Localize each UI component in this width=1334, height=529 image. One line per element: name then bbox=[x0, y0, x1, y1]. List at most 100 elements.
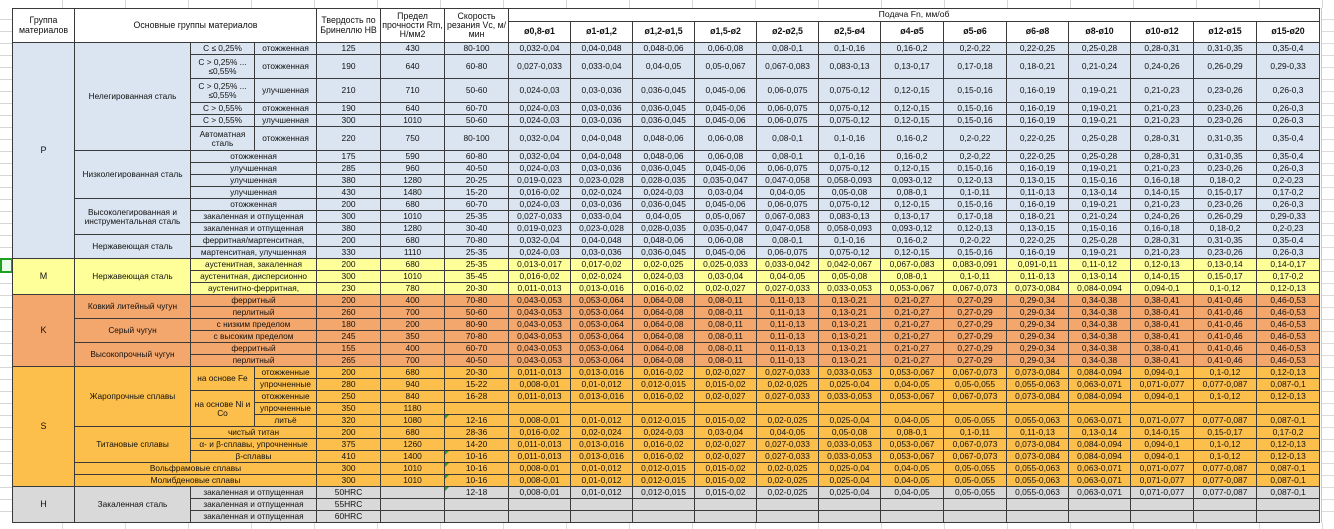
feed-cell[interactable]: 0,15-0,16 bbox=[943, 198, 1008, 211]
feed-cell[interactable]: 0,29-0,33 bbox=[1256, 210, 1321, 223]
feed-cell[interactable]: 0,16-0,2 bbox=[880, 150, 945, 163]
feed-cell[interactable]: 0,17-0,18 bbox=[943, 54, 1008, 79]
speed-cell[interactable] bbox=[444, 498, 510, 511]
material-attr-cell[interactable]: C ≤ 0,25% bbox=[190, 42, 255, 55]
feed-cell[interactable]: 0,29-0,34 bbox=[1006, 354, 1070, 367]
feed-cell[interactable]: 0,01-0,012 bbox=[570, 414, 634, 427]
feed-cell[interactable]: 0,012-0,015 bbox=[632, 378, 696, 391]
speed-cell[interactable]: 60-80 bbox=[444, 54, 510, 79]
speed-cell[interactable]: 12-16 bbox=[444, 414, 510, 427]
feed-cell[interactable]: 0,41-0,46 bbox=[1193, 354, 1258, 367]
feed-cell[interactable]: 0,053-0,067 bbox=[880, 390, 945, 403]
hardness-cell[interactable]: 410 bbox=[316, 450, 382, 463]
strength-cell[interactable]: 1010 bbox=[380, 462, 446, 475]
feed-cell[interactable]: 0,083-0,091 bbox=[943, 258, 1008, 271]
feed-cell[interactable] bbox=[570, 498, 634, 511]
feed-cell[interactable] bbox=[694, 498, 758, 511]
hardness-cell[interactable]: 220 bbox=[316, 126, 382, 151]
feed-cell[interactable] bbox=[508, 402, 572, 415]
strength-cell[interactable]: 1260 bbox=[380, 438, 446, 451]
feed-cell[interactable]: 0,08-0,1 bbox=[756, 42, 820, 55]
speed-cell[interactable]: 25-35 bbox=[444, 246, 510, 259]
feed-cell[interactable]: 0,043-0,053 bbox=[508, 342, 572, 355]
feed-cell[interactable]: 0,12-0,13 bbox=[1256, 438, 1321, 451]
feed-cell[interactable]: 0,46-0,53 bbox=[1256, 354, 1321, 367]
feed-cell[interactable]: 0,043-0,053 bbox=[508, 330, 572, 343]
feed-cell[interactable]: 0,073-0,084 bbox=[1006, 390, 1070, 403]
strength-cell[interactable]: 1110 bbox=[380, 246, 446, 259]
feed-cell[interactable]: 0,38-0,41 bbox=[1130, 306, 1195, 319]
feed-cell[interactable]: 0,02-0,025 bbox=[632, 258, 696, 271]
feed-cell[interactable]: 0,016-0,02 bbox=[632, 450, 696, 463]
feed-cell[interactable]: 0,013-0,016 bbox=[570, 438, 634, 451]
speed-cell[interactable]: 15-20 bbox=[444, 186, 510, 199]
feed-cell[interactable]: 0,05-0,055 bbox=[943, 378, 1008, 391]
feed-cell[interactable]: 0,094-0,1 bbox=[1130, 450, 1195, 463]
feed-cell[interactable]: 0,12-0,15 bbox=[880, 162, 945, 175]
strength-cell[interactable]: 680 bbox=[380, 198, 446, 211]
feed-cell[interactable]: 0,084-0,094 bbox=[1068, 450, 1132, 463]
feed-cell[interactable]: 0,12-0,13 bbox=[943, 222, 1008, 235]
feed-cell[interactable]: 0,13-0,14 bbox=[1068, 186, 1132, 199]
feed-cell[interactable]: 0,05-0,055 bbox=[943, 474, 1008, 487]
feed-cell[interactable]: 0,055-0,063 bbox=[1006, 378, 1070, 391]
feed-cell[interactable]: 0,083-0,13 bbox=[818, 210, 882, 223]
feed-cell[interactable]: 0,23-0,26 bbox=[1193, 102, 1258, 115]
feed-cell[interactable]: 0,2-0,22 bbox=[943, 150, 1008, 163]
feed-cell[interactable]: 0,013-0,016 bbox=[570, 450, 634, 463]
feed-cell[interactable]: 0,028-0,035 bbox=[632, 174, 696, 187]
feed-cell[interactable]: 0,08-0,11 bbox=[694, 306, 758, 319]
feed-cell[interactable]: 0,036-0,045 bbox=[632, 102, 696, 115]
feed-cell[interactable]: 0,06-0,075 bbox=[756, 102, 820, 115]
feed-cell[interactable]: 0,21-0,23 bbox=[1130, 198, 1195, 211]
feed-cell[interactable]: 0,02-0,027 bbox=[694, 366, 758, 379]
feed-cell[interactable]: 0,11-0,13 bbox=[1006, 270, 1070, 283]
feed-cell[interactable]: 0,011-0,013 bbox=[508, 438, 572, 451]
feed-cell[interactable]: 0,012-0,015 bbox=[632, 414, 696, 427]
feed-cell[interactable]: 0,05-0,067 bbox=[694, 210, 758, 223]
feed-cell[interactable]: 0,17-0,2 bbox=[1256, 270, 1321, 283]
header-feed[interactable]: Подача Fn, мм/об bbox=[508, 8, 1321, 22]
feed-cell[interactable] bbox=[756, 498, 820, 511]
feed-cell[interactable]: 0,011-0,013 bbox=[508, 390, 572, 403]
strength-cell[interactable]: 750 bbox=[380, 126, 446, 151]
feed-cell[interactable]: 0,1-0,11 bbox=[943, 426, 1008, 439]
feed-cell[interactable]: 0,28-0,31 bbox=[1130, 234, 1195, 247]
feed-cell[interactable]: 0,045-0,06 bbox=[694, 198, 758, 211]
feed-cell[interactable] bbox=[1256, 402, 1321, 415]
feed-cell[interactable]: 0,027-0,033 bbox=[756, 390, 820, 403]
feed-cell[interactable]: 0,024-0,03 bbox=[632, 186, 696, 199]
feed-cell[interactable]: 0,04-0,05 bbox=[756, 186, 820, 199]
feed-cell[interactable]: 0,036-0,045 bbox=[632, 246, 696, 259]
feed-cell[interactable]: 0,094-0,1 bbox=[1130, 438, 1195, 451]
feed-cell[interactable]: 0,21-0,23 bbox=[1130, 162, 1195, 175]
feed-cell[interactable] bbox=[694, 402, 758, 415]
feed-cell[interactable]: 0,093-0,12 bbox=[880, 174, 945, 187]
speed-cell[interactable]: 28-36 bbox=[444, 426, 510, 439]
feed-cell[interactable]: 0,22-0,25 bbox=[1006, 150, 1070, 163]
strength-cell[interactable]: 400 bbox=[380, 294, 446, 307]
feed-cell[interactable]: 0,13-0,17 bbox=[880, 210, 945, 223]
feed-cell[interactable]: 0,075-0,12 bbox=[818, 114, 882, 127]
feed-cell[interactable]: 0,073-0,084 bbox=[1006, 438, 1070, 451]
feed-cell[interactable]: 0,015-0,02 bbox=[694, 378, 758, 391]
feed-diameter-header[interactable]: ø2-ø2,5 bbox=[756, 21, 820, 43]
speed-cell[interactable]: 70-80 bbox=[444, 294, 510, 307]
speed-cell[interactable]: 60-70 bbox=[444, 342, 510, 355]
feed-cell[interactable]: 0,12-0,15 bbox=[880, 114, 945, 127]
feed-cell[interactable]: 0,28-0,31 bbox=[1130, 126, 1195, 151]
feed-cell[interactable]: 0,027-0,033 bbox=[756, 438, 820, 451]
feed-cell[interactable]: 0,13-0,21 bbox=[818, 306, 882, 319]
feed-cell[interactable] bbox=[1006, 498, 1070, 511]
feed-cell[interactable]: 0,14-0,15 bbox=[1130, 426, 1195, 439]
feed-cell[interactable]: 0,011-0,013 bbox=[508, 366, 572, 379]
feed-cell[interactable]: 0,08-0,11 bbox=[694, 330, 758, 343]
feed-cell[interactable] bbox=[818, 498, 882, 511]
feed-cell[interactable]: 0,19-0,21 bbox=[1068, 198, 1132, 211]
feed-cell[interactable]: 0,06-0,075 bbox=[756, 198, 820, 211]
feed-cell[interactable]: 0,042-0,067 bbox=[818, 258, 882, 271]
feed-cell[interactable]: 0,18-0,2 bbox=[1193, 222, 1258, 235]
feed-cell[interactable]: 0,03-0,04 bbox=[694, 186, 758, 199]
group-label-cell[interactable]: S bbox=[12, 366, 75, 487]
feed-cell[interactable]: 0,073-0,084 bbox=[1006, 450, 1070, 463]
